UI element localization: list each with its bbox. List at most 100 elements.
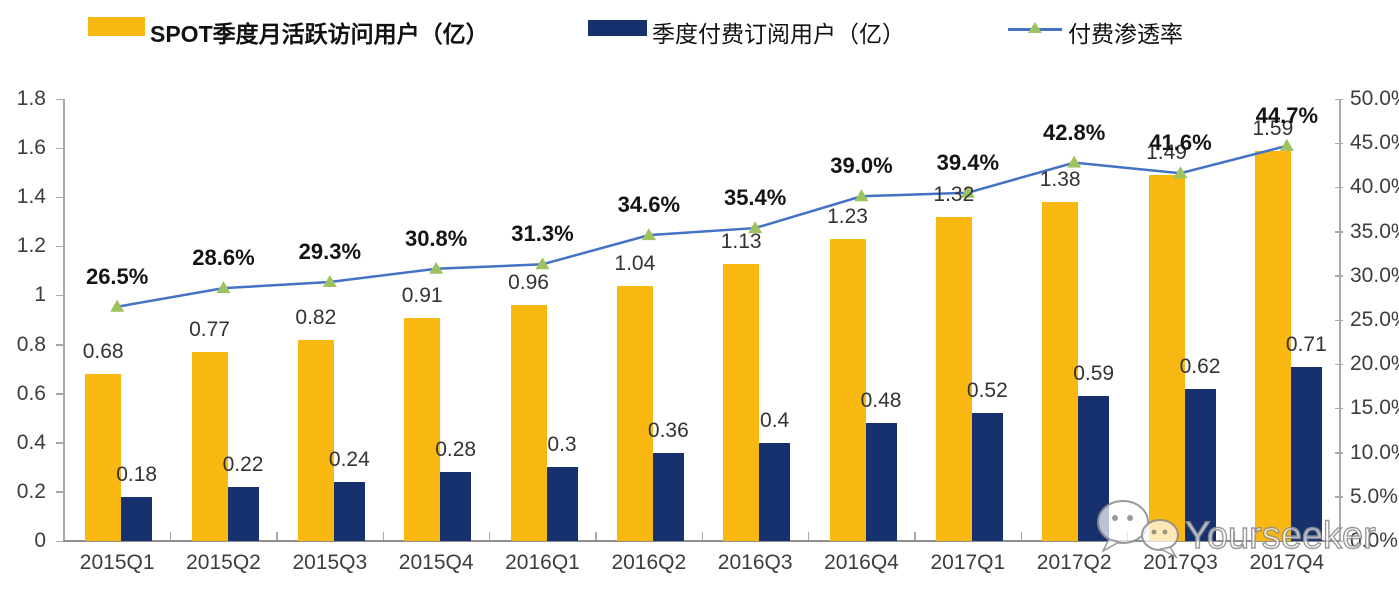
x-tick-label: 2017Q1: [930, 551, 1006, 574]
x-axis-tick: [276, 532, 278, 540]
bar-subs: [971, 413, 1003, 541]
x-axis-tick: [169, 532, 172, 540]
penetration-legend-label: 付费渗透率: [1068, 21, 1183, 47]
mau-value-label: 1.49: [1146, 141, 1187, 165]
bar-mau: [1148, 175, 1185, 541]
y-tick-label-left: 1.6: [16, 136, 46, 160]
x-axis-tick: [701, 532, 703, 540]
mau-value-label: 1.13: [720, 229, 762, 253]
penetration-pct-label: 39.0%: [830, 153, 893, 179]
right-axis-tick: [1335, 231, 1343, 233]
triangle-marker-icon: [429, 261, 444, 274]
x-axis-tick: [488, 532, 491, 540]
left-axis-tick: [56, 442, 64, 444]
bar-mau: [1254, 150, 1291, 541]
left-axis-tick: [56, 98, 64, 100]
watermark: Yourseeker: [1097, 500, 1377, 559]
mau-value-label: 1.59: [1252, 116, 1294, 140]
y-tick-label-left: 0.8: [16, 332, 46, 356]
right-axis-tick: [1335, 275, 1343, 277]
x-tick-label: 2015Q3: [292, 551, 368, 574]
left-axis-tick: [56, 540, 64, 542]
y-tick-label-left: 1.4: [16, 185, 46, 209]
bar-mau: [723, 263, 760, 541]
subs-value-label: 0.28: [435, 438, 477, 462]
left-axis-tick: [56, 245, 64, 248]
y-tick-label-left: 0: [34, 529, 46, 552]
penetration-pct-label: 39.4%: [936, 149, 1000, 175]
right-axis-tick: [1335, 98, 1343, 100]
bar-mau: [85, 374, 122, 541]
penetration-pct-label: 42.8%: [1042, 119, 1106, 145]
bar-mau: [404, 317, 441, 541]
triangle-marker-icon: [1067, 155, 1082, 168]
mau-value-label: 1.38: [1039, 168, 1081, 192]
y-tick-label-right: 0.0%: [1350, 529, 1398, 552]
y-tick-label-right: 50.0%: [1350, 87, 1399, 110]
subs-value-label: 0.59: [1073, 362, 1115, 386]
triangle-marker-icon: [748, 221, 763, 234]
triangle-marker-icon: [535, 257, 550, 270]
x-axis-tick: [595, 532, 597, 540]
x-tick-label: 2017Q2: [1036, 551, 1112, 574]
triangle-marker-icon: [1028, 22, 1042, 33]
left-axis-tick: [56, 147, 64, 150]
bar-subs: [1184, 388, 1216, 541]
y-tick-label-left: 0.6: [16, 381, 46, 405]
wechat-small-bubble-icon: [1141, 519, 1179, 551]
y-tick-label-right: 40.0%: [1350, 175, 1399, 199]
x-axis-tick: [382, 532, 384, 540]
subs-value-label: 0.24: [328, 448, 370, 472]
x-tick-label: 2015Q2: [186, 551, 261, 574]
mau-value-label: 0.68: [82, 340, 124, 364]
subs-value-label: 0.48: [860, 389, 902, 413]
left-axis-tick: [56, 196, 64, 199]
triangle-marker-icon: [110, 299, 125, 312]
penetration-pct-label: 26.5%: [85, 263, 149, 289]
bar-mau: [510, 305, 547, 541]
subs-value-label: 0.3: [547, 433, 577, 457]
x-axis-tick: [1020, 532, 1022, 540]
bar-mau: [1042, 202, 1079, 541]
right-axis-tick: [1335, 363, 1343, 366]
y-tick-label-right: 25.0%: [1350, 308, 1399, 331]
bar-subs: [440, 472, 472, 541]
triangle-marker-icon: [1173, 166, 1188, 179]
bottom-axis-line: [63, 540, 1341, 542]
left-axis-line: [63, 99, 65, 542]
left-axis-tick: [56, 491, 64, 493]
y-tick-label-right: 10.0%: [1350, 440, 1399, 464]
penetration-pct-label: 29.3%: [298, 238, 362, 264]
y-tick-label-left: 1.8: [16, 87, 46, 110]
subs-value-label: 0.4: [760, 408, 790, 432]
right-axis-tick: [1335, 142, 1343, 145]
x-axis-tick: [1233, 532, 1235, 540]
triangle-marker-icon: [960, 185, 975, 198]
x-tick-label: 2016Q2: [611, 551, 687, 574]
mau-value-label: 0.82: [295, 305, 337, 329]
x-tick-label: 2017Q4: [1249, 551, 1325, 574]
bar-mau: [829, 238, 866, 541]
bar-mau: [297, 339, 334, 541]
y-tick-label-left: 0.4: [16, 430, 46, 454]
x-axis-tick: [914, 532, 916, 540]
watermark-text: Yourseeker: [1185, 515, 1376, 557]
right-axis-tick: [1335, 407, 1343, 410]
right-axis-tick: [1335, 452, 1343, 454]
mau-value-label: 0.96: [508, 271, 549, 295]
right-axis-tick: [1335, 496, 1343, 498]
x-tick-label: 2016Q3: [717, 551, 793, 574]
penetration-pct-label: 34.6%: [617, 192, 681, 218]
penetration-pct-label: 31.3%: [511, 221, 574, 247]
bar-subs: [227, 486, 259, 541]
subs-value-label: 0.62: [1179, 354, 1221, 378]
bar-subs: [865, 423, 897, 541]
bar-subs: [652, 452, 684, 541]
bar-subs: [546, 467, 578, 541]
left-axis-tick: [56, 294, 64, 297]
penetration-pct-label: 30.8%: [404, 225, 468, 251]
y-tick-label-right: 20.0%: [1350, 352, 1399, 376]
